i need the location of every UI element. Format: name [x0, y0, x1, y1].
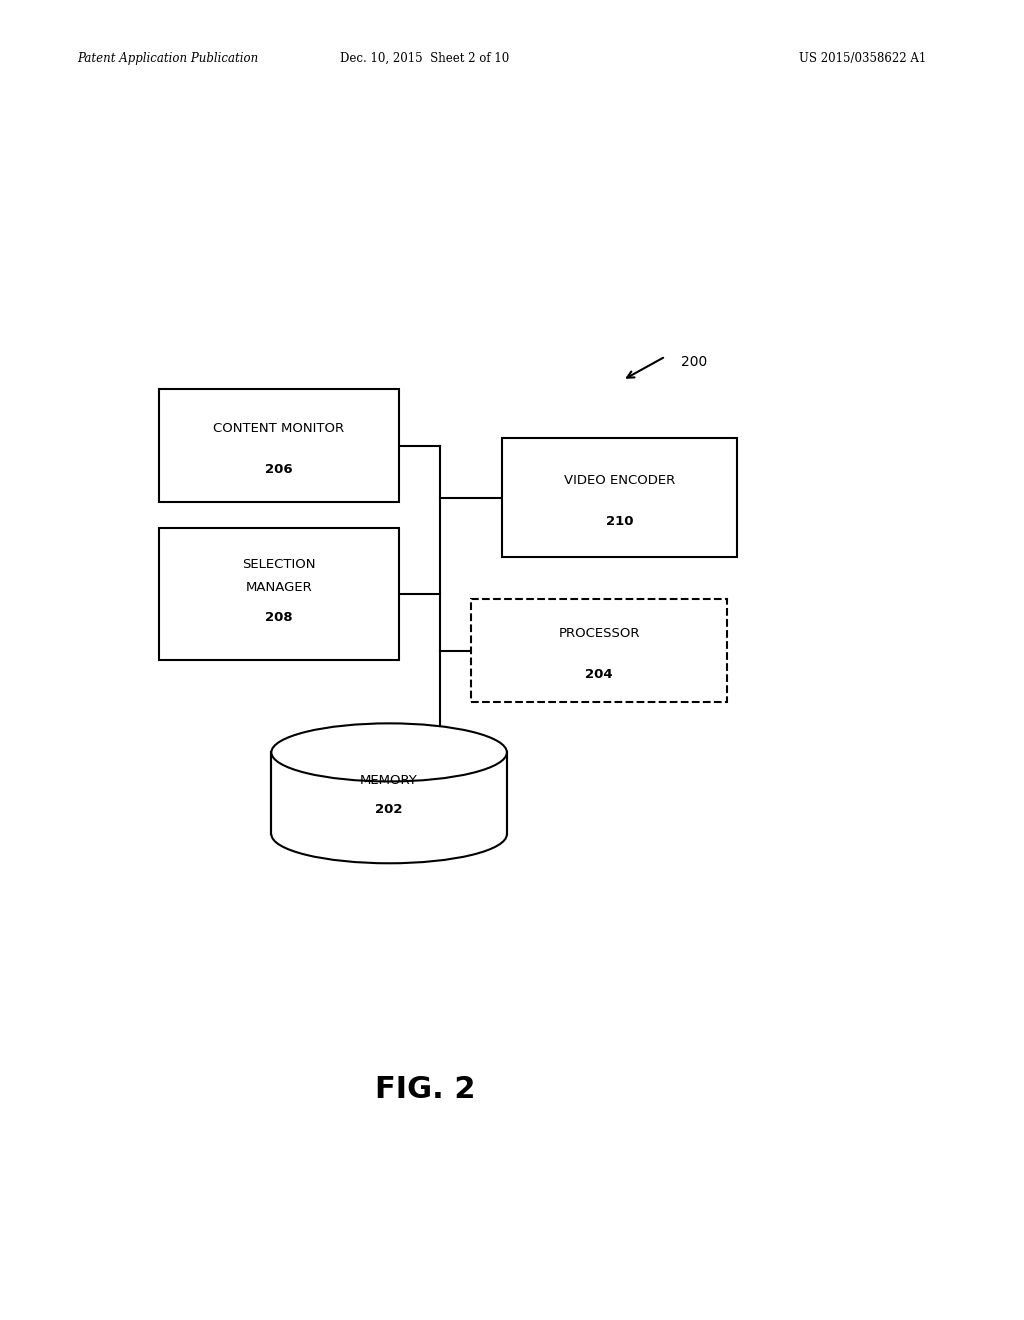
Text: VIDEO ENCODER: VIDEO ENCODER: [564, 474, 675, 487]
Text: SELECTION: SELECTION: [243, 558, 315, 572]
Text: Patent Application Publication: Patent Application Publication: [77, 51, 258, 65]
Text: MANAGER: MANAGER: [246, 581, 312, 594]
Text: CONTENT MONITOR: CONTENT MONITOR: [213, 422, 345, 434]
Text: 204: 204: [586, 668, 612, 681]
Text: 210: 210: [606, 515, 633, 528]
Text: FIG. 2: FIG. 2: [375, 1074, 475, 1104]
Text: Dec. 10, 2015  Sheet 2 of 10: Dec. 10, 2015 Sheet 2 of 10: [340, 51, 510, 65]
Bar: [159, 389, 399, 502]
Bar: [159, 528, 399, 660]
Text: US 2015/0358622 A1: US 2015/0358622 A1: [799, 51, 926, 65]
Text: PROCESSOR: PROCESSOR: [558, 627, 640, 640]
Bar: [502, 438, 737, 557]
Text: MEMORY: MEMORY: [360, 774, 418, 787]
Ellipse shape: [271, 723, 507, 781]
Text: 208: 208: [265, 611, 293, 624]
Text: 200: 200: [681, 355, 708, 368]
Bar: [471, 599, 727, 702]
Text: 206: 206: [265, 463, 293, 475]
Bar: [271, 752, 507, 834]
Text: 202: 202: [376, 803, 402, 816]
